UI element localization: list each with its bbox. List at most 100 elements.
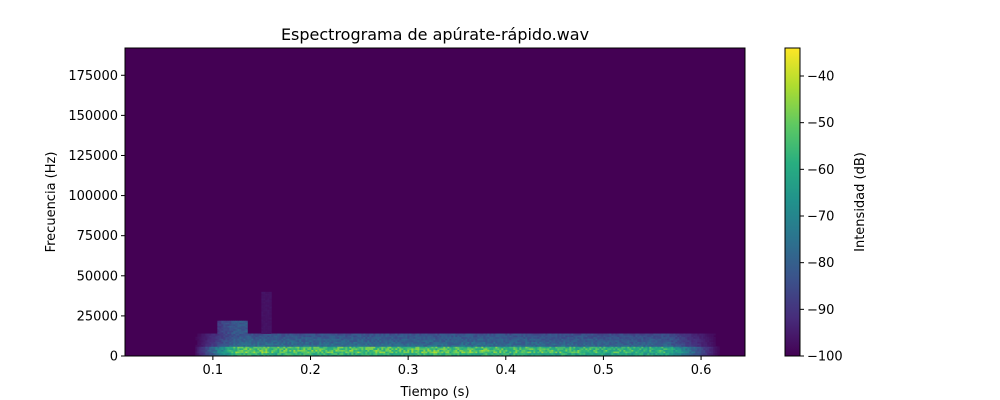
spectrogram-cell: [301, 343, 304, 346]
spectrogram-cell: [579, 339, 582, 342]
spectrogram-cell: [255, 339, 258, 342]
spectrogram-cell: [653, 354, 656, 356]
spectrogram-cell: [427, 335, 430, 338]
spectrogram-cell: [577, 339, 580, 342]
spectrogram-cell: [677, 343, 680, 346]
spectrogram-cell: [499, 338, 502, 341]
spectrogram-cell: [283, 352, 286, 355]
spectrogram-cell: [701, 335, 704, 338]
spectrogram-cell: [543, 351, 546, 354]
spectrogram-cell: [461, 349, 464, 352]
spectrogram-cell: [587, 347, 590, 350]
spectrogram-cell: [385, 339, 388, 342]
spectrogram-cell: [217, 330, 220, 333]
spectrogram-cell: [283, 347, 286, 350]
spectrogram-cell: [603, 333, 606, 336]
spectrogram-cell: [299, 336, 302, 339]
spectrogram-cell: [393, 335, 396, 338]
spectrogram-cell: [389, 343, 392, 346]
spectrogram-cell: [669, 339, 672, 342]
spectrogram-cell: [699, 351, 702, 354]
spectrogram-cell: [251, 351, 254, 354]
spectrogram-cell: [215, 354, 218, 356]
spectrogram-cell: [463, 335, 466, 338]
spectrogram-cell: [255, 351, 258, 354]
spectrogram-cell: [239, 346, 242, 349]
spectrogram-cell: [361, 346, 364, 349]
spectrogram-cell: [309, 333, 312, 336]
spectrogram-cell: [421, 333, 424, 336]
spectrogram-cell: [577, 347, 580, 350]
spectrogram-cell: [529, 336, 532, 339]
spectrogram-cell: [569, 344, 572, 347]
spectrogram-cell: [251, 349, 254, 352]
spectrogram-cell: [343, 352, 346, 355]
spectrogram-cell: [711, 344, 714, 347]
spectrogram-cell: [305, 349, 308, 352]
spectrogram-cell: [621, 344, 624, 347]
spectrogram-cell: [349, 346, 352, 349]
spectrogram-cell: [605, 333, 608, 336]
spectrogram-cell: [329, 341, 332, 344]
spectrogram-cell: [709, 347, 712, 350]
spectrogram-cell: [415, 341, 418, 344]
spectrogram-cell: [659, 344, 662, 347]
spectrogram-cell: [263, 349, 266, 352]
spectrogram-cell: [219, 346, 222, 349]
spectrogram-cell: [297, 333, 300, 336]
spectrogram-cell: [311, 349, 314, 352]
colorbar-tick-label: −50: [807, 116, 834, 131]
spectrogram-cell: [513, 351, 516, 354]
spectrogram-cell: [391, 346, 394, 349]
spectrogram-cell: [267, 328, 270, 331]
spectrogram-cell: [203, 354, 206, 356]
spectrogram-cell: [493, 338, 496, 341]
spectrogram-cell: [333, 351, 336, 354]
spectrogram-cell: [445, 346, 448, 349]
spectrogram-cell: [543, 346, 546, 349]
spectrogram-cell: [467, 333, 470, 336]
spectrogram-cell: [221, 338, 224, 341]
spectrogram-cell: [433, 343, 436, 346]
spectrogram-cell: [579, 333, 582, 336]
spectrogram-cell: [677, 336, 680, 339]
spectrogram-cell: [539, 338, 542, 341]
spectrogram-cell: [687, 333, 690, 336]
spectrogram-cell: [345, 338, 348, 341]
spectrogram-cell: [237, 331, 240, 334]
spectrogram-cell: [403, 346, 406, 349]
spectrogram-cell: [667, 354, 670, 356]
spectrogram-cell: [711, 338, 714, 341]
spectrogram-cell: [277, 347, 280, 350]
spectrogram-cell: [337, 333, 340, 336]
spectrogram-cell: [385, 352, 388, 355]
spectrogram-cell: [215, 352, 218, 355]
spectrogram-cell: [243, 333, 246, 336]
spectrogram-cell: [589, 343, 592, 346]
spectrogram-cell: [267, 339, 270, 342]
spectrogram-cell: [547, 341, 550, 344]
spectrogram-cell: [541, 335, 544, 338]
spectrogram-cell: [333, 336, 336, 339]
spectrogram-cell: [365, 346, 368, 349]
chart-title: Espectrograma de apúrate-rápido.wav: [281, 25, 589, 44]
spectrogram-cell: [349, 343, 352, 346]
spectrogram-cell: [567, 343, 570, 346]
spectrogram-cell: [501, 349, 504, 352]
spectrogram-cell: [417, 336, 420, 339]
spectrogram-cell: [511, 341, 514, 344]
spectrogram-cell: [643, 347, 646, 350]
spectrogram-cell: [223, 339, 226, 342]
spectrogram-cell: [491, 333, 494, 336]
spectrogram-cell: [495, 333, 498, 336]
spectrogram-cell: [299, 343, 302, 346]
spectrogram-cell: [449, 346, 452, 349]
spectrogram-cell: [259, 354, 262, 356]
spectrogram-cell: [301, 351, 304, 354]
spectrogram-cell: [575, 351, 578, 354]
spectrogram-cell: [325, 336, 328, 339]
spectrogram-cell: [579, 336, 582, 339]
spectrogram-cell: [671, 339, 674, 342]
spectrogram-cell: [265, 323, 268, 326]
spectrogram-cell: [217, 341, 220, 344]
